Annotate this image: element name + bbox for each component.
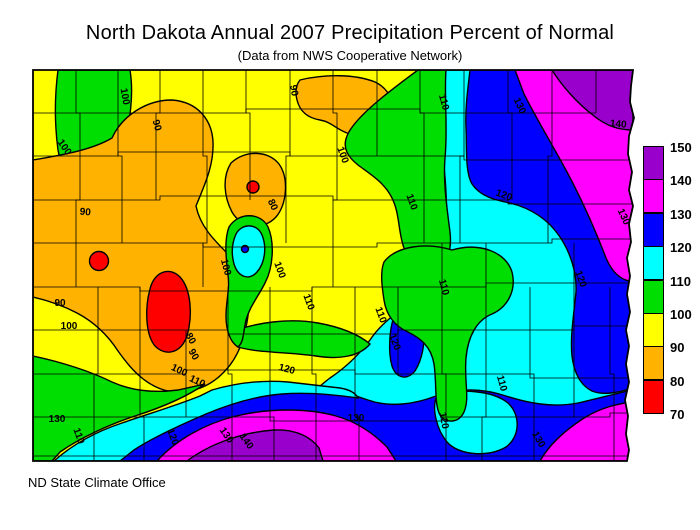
contour-label: 80 (183, 331, 198, 347)
county-lines (33, 70, 633, 460)
legend-label: 90 (670, 340, 685, 356)
credit-text: ND State Climate Office (28, 475, 166, 490)
legend-cell-130-120 (643, 212, 664, 247)
region-cyan-southwest (52, 380, 360, 461)
contour-label: 140 (609, 118, 627, 130)
region-red-small (88, 250, 110, 272)
contour-regions (33, 70, 634, 461)
contour-label: 110 (70, 427, 86, 446)
contour-label: 110 (494, 374, 509, 393)
legend-cell-120-110 (643, 246, 664, 281)
contour-label: 100 (118, 87, 132, 106)
region-green-central (381, 245, 514, 422)
legend-cell-140-130 (643, 179, 664, 214)
map-subtitle: (Data from NWS Cooperative Network) (237, 48, 463, 63)
legend-label: 110 (670, 273, 691, 289)
region-red-dot (246, 180, 260, 194)
contour-label: 110 (403, 193, 419, 212)
contour-label: 90 (150, 119, 164, 133)
contour-label: 90 (287, 84, 300, 97)
legend-label: 150 (670, 140, 692, 155)
legend-cell-110-100 (643, 279, 664, 314)
region-blue-bullseye-dot (240, 244, 250, 254)
contour-label: 90 (186, 347, 201, 363)
contour-label: 110 (300, 293, 316, 312)
legend-cell-150-140 (643, 146, 664, 180)
legend-label: 100 (670, 307, 692, 322)
legend-cell-80-70 (643, 379, 664, 414)
legend-label: 130 (670, 206, 692, 222)
legend-cell-100-90 (643, 313, 664, 347)
contour-label: 90 (54, 298, 66, 309)
region-cyan-bullseye (231, 225, 266, 278)
contour-label: 110 (436, 93, 451, 112)
contour-label: 100 (218, 258, 233, 277)
contour-label: 130 (49, 414, 66, 425)
region-red-large (146, 270, 191, 353)
contour-label: 120 (277, 362, 296, 377)
legend-label: 80 (670, 373, 685, 389)
legend-label: 70 (670, 407, 685, 423)
contour-label: 110 (436, 278, 451, 297)
contour-label: 100 (61, 321, 78, 332)
contour-label: 80 (265, 198, 280, 213)
map-title: North Dakota Annual 2007 Precipitation P… (85, 22, 615, 44)
state-border (32, 69, 635, 462)
contour-label: 130 (348, 413, 365, 424)
contour-label: 90 (79, 207, 91, 219)
legend-label: 120 (670, 240, 692, 256)
contour-label: 110 (372, 306, 388, 325)
legend-label: 140 (670, 173, 692, 189)
legend-cell-90-80 (643, 346, 664, 381)
contour-label: 120 (437, 411, 451, 430)
